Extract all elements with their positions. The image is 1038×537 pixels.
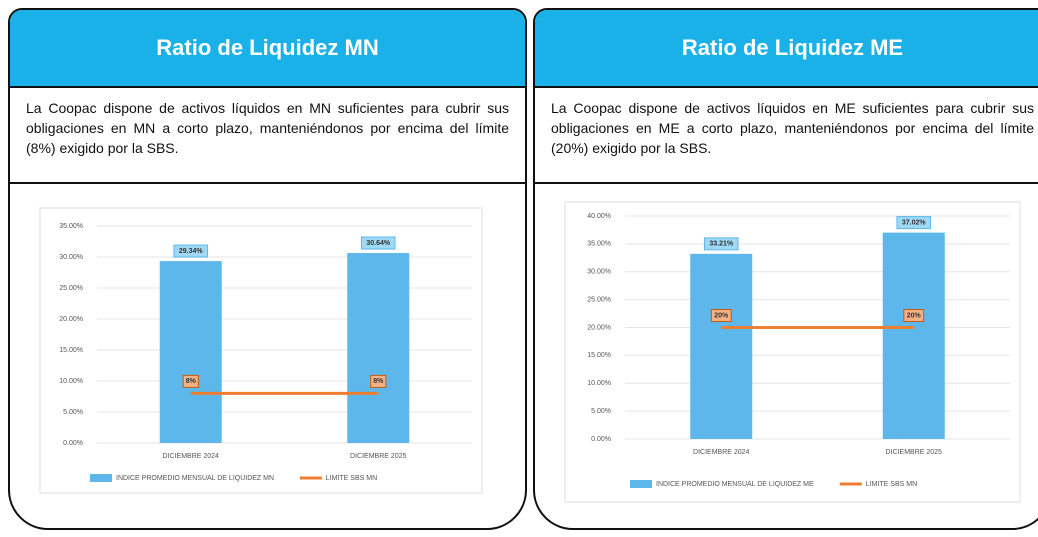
bar xyxy=(347,253,410,443)
data-label-bg xyxy=(182,374,199,388)
legend-label: INDICE PROMEDIO MENSUAL DE LIQUIDEZ MN xyxy=(116,475,274,482)
data-label: 20% xyxy=(714,312,729,319)
chart: 0.00% 5.00% 10.00% 15.00% 20.00% 25.00% 30.00%… xyxy=(39,207,483,494)
x-tick-label: DICIEMBRE 2025 xyxy=(350,453,407,460)
bar xyxy=(690,253,753,439)
y-tick-label: 10.00% xyxy=(587,380,611,387)
y-tick-label: 5.00% xyxy=(63,409,83,416)
data-label: 33.21% xyxy=(709,241,734,248)
panel: Ratio de Liquidez ME La Coopac dispone d… xyxy=(533,8,1038,530)
y-tick-label: 35.00% xyxy=(587,241,611,248)
panel-text: La Coopac dispone de activos líquidos en… xyxy=(535,88,1038,184)
chart: 0.00% 5.00% 10.00% 15.00% 20.00% 25.00% 30.00%… xyxy=(564,201,1021,503)
legend-label: LIMITE SBS MN xyxy=(866,481,917,488)
y-tick-label: 0.00% xyxy=(591,436,611,443)
data-label: 37.02% xyxy=(902,219,927,226)
panel: Ratio de Liquidez MN La Coopac dispone d… xyxy=(8,8,527,530)
chart-frame xyxy=(564,201,1021,503)
y-tick-label: 0.00% xyxy=(63,440,83,447)
y-tick-label: 15.00% xyxy=(59,347,83,354)
bar xyxy=(159,261,222,443)
data-label: 29.34% xyxy=(179,248,204,255)
data-label: 8% xyxy=(186,378,197,385)
data-label-bg xyxy=(710,309,732,322)
y-tick-label: 30.00% xyxy=(587,269,611,276)
data-label-bg xyxy=(360,236,396,250)
data-label-bg xyxy=(173,244,209,258)
data-label-bg xyxy=(370,374,387,388)
y-tick-label: 25.00% xyxy=(59,285,83,292)
data-label-bg xyxy=(896,216,932,230)
x-tick-label: DICIEMBRE 2025 xyxy=(886,449,943,456)
y-tick-label: 35.00% xyxy=(59,223,83,230)
y-tick-label: 20.00% xyxy=(587,324,611,331)
y-tick-label: 30.00% xyxy=(59,254,83,261)
y-tick-label: 40.00% xyxy=(587,213,611,220)
data-label-bg xyxy=(703,237,739,251)
data-label: 8% xyxy=(373,378,384,385)
legend-swatch xyxy=(90,474,112,482)
panel-title: Ratio de Liquidez MN xyxy=(10,10,525,88)
legend-swatch xyxy=(630,480,652,488)
bar xyxy=(882,232,945,439)
x-tick-label: DICIEMBRE 2024 xyxy=(163,453,220,460)
legend-label: LIMITE SBS MN xyxy=(326,475,377,482)
data-label: 20% xyxy=(907,312,922,319)
panel-title: Ratio de Liquidez ME xyxy=(535,10,1038,88)
x-tick-label: DICIEMBRE 2024 xyxy=(693,449,750,456)
data-label: 30.64% xyxy=(366,240,391,247)
y-tick-label: 20.00% xyxy=(59,316,83,323)
legend-label: INDICE PROMEDIO MENSUAL DE LIQUIDEZ ME xyxy=(656,481,814,488)
y-tick-label: 10.00% xyxy=(59,378,83,385)
y-tick-label: 25.00% xyxy=(587,296,611,303)
y-tick-label: 5.00% xyxy=(591,408,611,415)
data-label-bg xyxy=(903,309,925,322)
panel-text: La Coopac dispone de activos líquidos en… xyxy=(10,88,525,184)
y-tick-label: 15.00% xyxy=(587,352,611,359)
